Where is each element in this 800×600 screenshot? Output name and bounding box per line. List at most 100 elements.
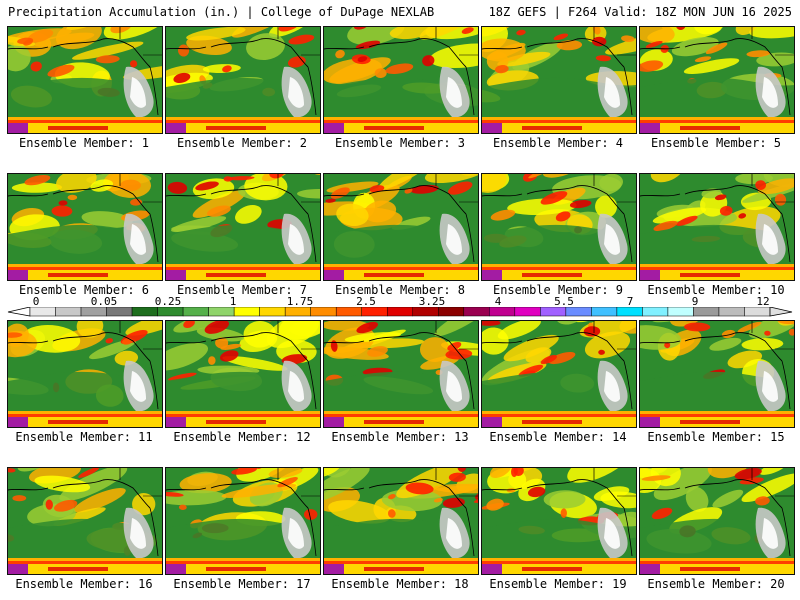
colorbar-swatch: [463, 307, 490, 317]
ensemble-member-map: [323, 467, 479, 575]
ensemble-member-label: Ensemble Member: 4: [492, 136, 624, 150]
precipitation-map-image: [8, 174, 162, 280]
colorbar-swatch: [106, 307, 133, 317]
ensemble-member-map: [7, 26, 163, 134]
ensemble-member-label: Ensemble Member: 20: [647, 577, 785, 591]
ensemble-member-label: Ensemble Member: 10: [647, 283, 785, 297]
colorbar-swatch: [157, 307, 184, 317]
ensemble-member-map: [7, 173, 163, 281]
colorbar-tick-label: 0.25: [154, 295, 182, 308]
colorbar-swatch: [412, 307, 439, 317]
ensemble-member-label: Ensemble Member: 12: [173, 430, 311, 444]
colorbar-swatch: [693, 307, 720, 317]
precipitation-map-image: [166, 174, 320, 280]
precipitation-map-image: [640, 174, 794, 280]
colorbar-tick-label: 1: [229, 295, 237, 308]
colorbar-swatch: [131, 307, 158, 317]
ensemble-member-label: Ensemble Member: 18: [331, 577, 469, 591]
colorbar-tick-label: 1.75: [286, 295, 314, 308]
colorbar-swatch: [540, 307, 567, 317]
precipitation-map-image: [166, 321, 320, 427]
colorbar-tick-label: 2.5: [356, 295, 376, 308]
precipitation-map-image: [482, 321, 636, 427]
ensemble-member-map: [639, 26, 795, 134]
ensemble-member-map: [323, 320, 479, 428]
colorbar-max-arrow: [769, 307, 793, 317]
colorbar-swatch: [514, 307, 541, 317]
colorbar-swatch: [55, 307, 82, 317]
colorbar-swatch: [718, 307, 745, 317]
precip-colorbar: 0 0.05 0.25 1 1.75 2.5 3.25 4 5.5 7 9 12: [0, 296, 800, 318]
ensemble-member-label: Ensemble Member: 13: [331, 430, 469, 444]
colorbar-swatch: [386, 307, 414, 317]
ensemble-member-label: Ensemble Member: 19: [489, 577, 627, 591]
colorbar-swatch: [310, 307, 337, 317]
ensemble-member-map: [639, 320, 795, 428]
colorbar-swatch: [438, 307, 465, 317]
colorbar-swatch: [335, 307, 362, 317]
precipitation-map-image: [640, 468, 794, 574]
precipitation-map-image: [482, 27, 636, 133]
run-info: 18Z GEFS | F264 Valid: 18Z MON JUN 16 20…: [488, 5, 792, 19]
colorbar-min-arrow: [7, 307, 31, 317]
colorbar-tick-label: 12: [756, 295, 770, 308]
colorbar-swatch: [233, 307, 260, 317]
ensemble-member-label: Ensemble Member: 7: [176, 283, 308, 297]
colorbar-swatch: [361, 307, 388, 317]
ensemble-member-map: [323, 173, 479, 281]
ensemble-member-map: [639, 467, 795, 575]
ensemble-member-label: Ensemble Member: 14: [489, 430, 627, 444]
colorbar-swatch: [29, 307, 56, 317]
colorbar-tick-label: 0.05: [90, 295, 118, 308]
colorbar-swatch: [616, 307, 643, 317]
ensemble-member-map: [165, 26, 321, 134]
precipitation-map-image: [166, 468, 320, 574]
precipitation-map-image: [482, 174, 636, 280]
colorbar-swatch: [744, 307, 771, 317]
precipitation-map-image: [324, 174, 478, 280]
ensemble-member-map: [481, 320, 637, 428]
colorbar-tick-label: 7: [626, 295, 634, 308]
precipitation-map-image: [324, 27, 478, 133]
ensemble-member-map: [481, 26, 637, 134]
header: Precipitation Accumulation (in.) | Colle…: [0, 0, 800, 24]
colorbar-scale: [7, 307, 793, 317]
precipitation-map-image: [8, 468, 162, 574]
colorbar-swatch: [80, 307, 107, 317]
ensemble-member-label: Ensemble Member: 16: [15, 577, 153, 591]
colorbar-swatch: [489, 307, 516, 317]
ensemble-member-label: Ensemble Member: 8: [334, 283, 466, 297]
ensemble-member-label: Ensemble Member: 11: [15, 430, 153, 444]
ensemble-member-label: Ensemble Member: 6: [18, 283, 150, 297]
ensemble-member-label: Ensemble Member: 17: [173, 577, 311, 591]
ensemble-member-map: [7, 467, 163, 575]
ensemble-member-label: Ensemble Member: 9: [492, 283, 624, 297]
precipitation-map-image: [8, 321, 162, 427]
ensemble-member-map: [7, 320, 163, 428]
colorbar-swatch: [284, 307, 311, 317]
colorbar-swatch: [208, 307, 235, 317]
ensemble-member-label: Ensemble Member: 1: [18, 136, 150, 150]
colorbar-swatch: [259, 307, 286, 317]
precipitation-map-image: [324, 321, 478, 427]
ensemble-member-label: Ensemble Member: 15: [647, 430, 785, 444]
colorbar-tick-label: 3.25: [418, 295, 446, 308]
ensemble-member-map: [481, 467, 637, 575]
colorbar-tick-label: 9: [691, 295, 699, 308]
colorbar-swatch: [642, 307, 669, 317]
map-title: Precipitation Accumulation (in.) | Colle…: [8, 5, 435, 19]
ensemble-member-map: [481, 173, 637, 281]
ensemble-member-map: [165, 320, 321, 428]
precipitation-map-image: [166, 27, 320, 133]
precipitation-map-image: [640, 27, 794, 133]
ensemble-member-map: [165, 173, 321, 281]
ensemble-member-label: Ensemble Member: 5: [650, 136, 782, 150]
colorbar-swatch: [591, 307, 618, 317]
precipitation-map-image: [8, 27, 162, 133]
precipitation-map-image: [640, 321, 794, 427]
ensemble-member-map: [165, 467, 321, 575]
colorbar-tick-label: 0: [32, 295, 40, 308]
precipitation-map-image: [482, 468, 636, 574]
ensemble-member-map: [323, 26, 479, 134]
